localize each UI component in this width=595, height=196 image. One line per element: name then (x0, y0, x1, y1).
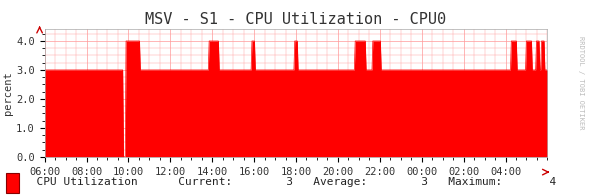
Title: MSV - S1 - CPU Utilization - CPU0: MSV - S1 - CPU Utilization - CPU0 (145, 12, 447, 27)
Bar (6, 173, 18, 193)
Text: CPU Utilization      Current:        3   Average:        3   Maximum:       4: CPU Utilization Current: 3 Average: 3 Ma… (23, 177, 557, 187)
Text: RRDTOOL / TOBI OETIKER: RRDTOOL / TOBI OETIKER (578, 35, 584, 129)
Y-axis label: percent: percent (4, 71, 13, 115)
